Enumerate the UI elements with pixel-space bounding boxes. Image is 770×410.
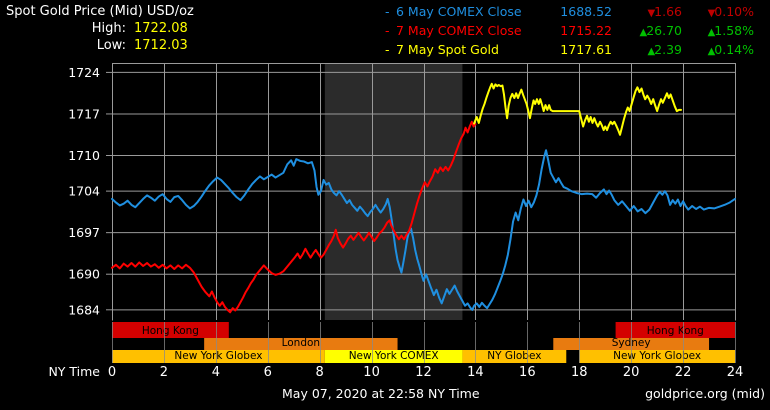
legend-dash-icon: - (385, 23, 390, 38)
session-bar (324, 350, 463, 363)
arrow-up-icon: ▲ (707, 46, 716, 57)
series-line (111, 120, 477, 314)
session-bar-label: Hong Kong (647, 325, 704, 337)
x-axis-tick-label: 22 (675, 365, 692, 380)
series-line (473, 82, 683, 136)
legend-series-name: 6 May COMEX Close (396, 4, 522, 19)
legend-row: -6 May COMEX Close 1688.52 ▼1.66 ▼0.10% (385, 3, 770, 22)
y-axis-tick-label: 1710 (68, 148, 100, 163)
x-axis-tick-label: 14 (467, 365, 484, 380)
legend-change: ▲26.70 (620, 22, 688, 41)
x-axis-tick-label: 10 (363, 365, 380, 380)
legend-series-name: 7 May COMEX Close (396, 23, 522, 38)
series-line (111, 149, 736, 311)
x-axis-tick-label: 24 (727, 365, 744, 380)
legend-price: 1715.22 (560, 23, 612, 38)
x-axis-tick-label: 2 (160, 365, 168, 380)
legend-price: 1717.61 (560, 42, 612, 57)
legend-row: -7 May Spot Gold 1717.61 ▲2.39 ▲0.14% (385, 41, 770, 60)
x-axis-tick-label: 4 (212, 365, 220, 380)
y-axis-tick-label: 1684 (68, 302, 100, 317)
y-axis-tick-label: 1717 (68, 106, 100, 121)
legend-change: ▼1.66 (620, 3, 688, 22)
legend-percent-value: 0.14% (714, 42, 754, 57)
x-axis-tick-label: 16 (519, 365, 536, 380)
low-value: 1712.03 (134, 38, 188, 53)
arrow-down-icon: ▼ (707, 8, 716, 19)
arrow-down-icon: ▼ (647, 8, 655, 19)
arrow-up-icon: ▲ (647, 46, 655, 57)
y-axis-tick-label: 1704 (68, 184, 100, 199)
high-label: High: (91, 21, 126, 36)
x-axis-tick-label: 12 (415, 365, 432, 380)
footer-timestamp: May 07, 2020 at 22:58 NY Time (282, 386, 480, 401)
session-bar (112, 350, 325, 363)
x-axis-tick-label: 8 (316, 365, 324, 380)
legend-percent-value: 0.10% (714, 4, 754, 19)
x-axis-tick-label: 6 (264, 365, 272, 380)
session-bar-label: New York Globex (174, 350, 262, 362)
x-axis-caption: NY Time (48, 364, 100, 379)
arrow-up-icon: ▲ (639, 27, 648, 38)
chart-legend: -6 May COMEX Close 1688.52 ▼1.66 ▼0.10% -7 M… (385, 3, 770, 60)
legend-percent-value: 1.58% (714, 23, 754, 38)
y-axis-tick-label: 1697 (68, 225, 100, 240)
legend-change-value: 26.70 (646, 23, 682, 38)
y-axis-tick-label: 1724 (68, 65, 100, 80)
legend-dash-icon: - (385, 42, 390, 57)
session-bar-label: New York Globex (613, 350, 701, 362)
session-bar (204, 338, 398, 350)
session-bar (615, 322, 735, 338)
legend-percent: ▲0.14% (688, 41, 754, 60)
high-value: 1722.08 (134, 21, 188, 36)
session-bar (462, 350, 567, 363)
session-bar (579, 350, 735, 363)
legend-change-value: 1.66 (654, 4, 682, 19)
x-axis-tick-label: 0 (108, 365, 116, 380)
legend-change: ▲2.39 (620, 41, 688, 60)
legend-change-value: 2.39 (654, 42, 682, 57)
y-axis-tick-label: 1690 (68, 267, 100, 282)
session-bar-label: Hong Kong (142, 325, 199, 337)
x-axis-tick-label: 20 (623, 365, 640, 380)
session-bar-label: New York COMEX (349, 350, 439, 362)
session-bar-label: NY Globex (487, 350, 541, 362)
session-bar (112, 322, 229, 338)
chart-header-left: Spot Gold Price (Mid) USD/oz High: 1722.… (6, 4, 376, 54)
x-axis-tick-label: 18 (571, 365, 588, 380)
footer-source: goldprice.org (mid) (645, 386, 765, 401)
low-row: Low: 1712.03 (6, 37, 376, 54)
page-title: Spot Gold Price (Mid) USD/oz (6, 4, 194, 19)
arrow-up-icon: ▲ (707, 27, 716, 38)
legend-dash-icon: - (385, 4, 390, 19)
legend-percent: ▼0.10% (688, 3, 754, 22)
legend-row: -7 May COMEX Close 1715.22 ▲26.70 ▲1.58% (385, 22, 770, 41)
high-row: High: 1722.08 (6, 20, 376, 37)
legend-series-name: 7 May Spot Gold (396, 42, 499, 57)
legend-price: 1688.52 (560, 4, 612, 19)
session-bar-label: London (282, 337, 321, 349)
legend-percent: ▲1.58% (688, 22, 754, 41)
low-label: Low: (96, 38, 126, 53)
